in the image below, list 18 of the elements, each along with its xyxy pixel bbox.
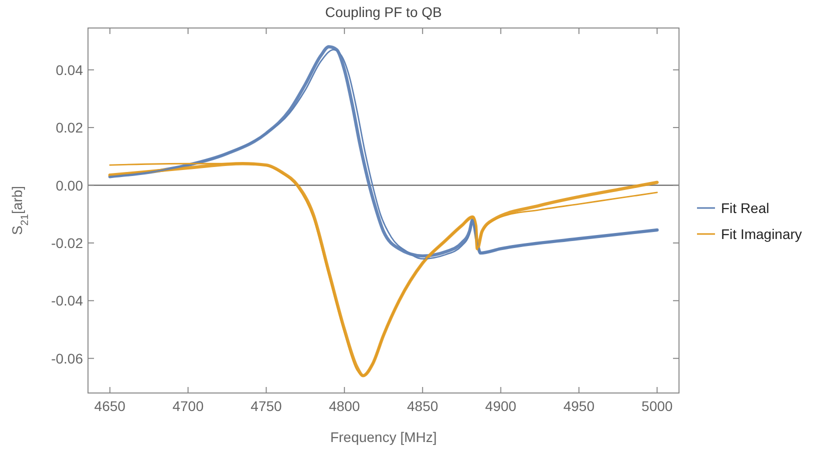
chart-title: Coupling PF to QB <box>325 4 442 20</box>
x-axis-title: Frequency [MHz] <box>330 429 437 445</box>
x-tick-label: 4950 <box>563 398 595 414</box>
x-tick-label: 5000 <box>642 398 673 414</box>
y-tick-label: 0.02 <box>56 120 84 136</box>
y-tick-label: -0.06 <box>51 350 84 366</box>
y-tick-label: 0.00 <box>56 177 84 194</box>
x-tick-label: 4750 <box>250 398 282 414</box>
y-tick-label: -0.02 <box>51 234 84 251</box>
legend-label: Fit Imaginary <box>721 226 802 242</box>
legend-label: Fit Real <box>721 200 770 216</box>
x-tick-label: 4900 <box>485 398 517 414</box>
x-tick-label: 4650 <box>94 398 126 414</box>
x-tick-label: 4800 <box>328 398 360 414</box>
y-tick-label: -0.04 <box>51 292 84 309</box>
x-tick-label: 4850 <box>407 398 438 414</box>
x-tick-label: 4700 <box>172 398 204 414</box>
y-tick-label: 0.04 <box>56 62 84 78</box>
